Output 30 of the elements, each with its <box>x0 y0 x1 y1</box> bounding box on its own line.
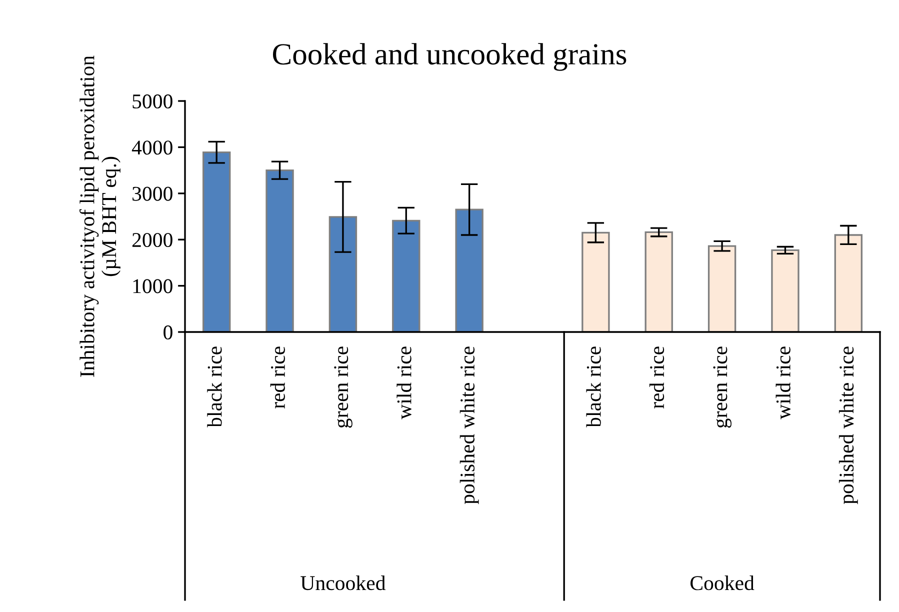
x-tick-label: wild rice <box>776 346 790 420</box>
bar <box>771 249 800 332</box>
bar <box>392 220 420 332</box>
y-tick-label: 0 <box>164 325 172 340</box>
text: Cooked <box>690 576 754 590</box>
x-tick-label: polished white rice <box>460 346 479 504</box>
bar <box>266 169 294 332</box>
bar <box>644 231 673 332</box>
x-tick-label: polished white rice <box>838 346 858 504</box>
chart-title: Cooked and uncooked grains <box>272 43 626 71</box>
x-tick-label: wild rice <box>396 346 412 420</box>
x-tick-label: green rice <box>713 346 732 428</box>
y-axis-title: Inhibitory activityof lipid peroxidation (µM BHT eq.) <box>79 56 120 377</box>
x-tick-label: green rice <box>334 346 352 428</box>
bar <box>328 216 358 332</box>
text: Uncooked <box>300 576 386 590</box>
bar <box>708 245 736 332</box>
x-tick-label: red rice <box>649 346 664 409</box>
y-tick-label: 5000 <box>132 94 172 108</box>
x-tick-label: black rice <box>207 346 222 428</box>
y-tick-label: 4000 <box>132 140 172 155</box>
bar <box>202 151 231 332</box>
y-tick-label: 3000 <box>132 186 172 201</box>
bar <box>455 208 484 332</box>
y-tick-label: 2000 <box>132 232 172 248</box>
bar <box>582 232 610 332</box>
y-tick-label: 1000 <box>133 279 172 294</box>
bar <box>834 234 863 332</box>
x-tick-label: red rice <box>270 346 285 409</box>
x-tick-label: black rice <box>586 346 601 428</box>
